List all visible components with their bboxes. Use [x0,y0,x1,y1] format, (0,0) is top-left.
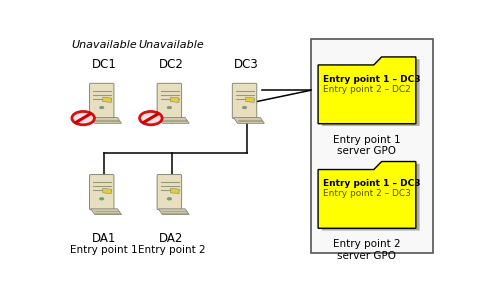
Circle shape [242,106,246,109]
Polygon shape [233,118,264,123]
Text: DA1: DA1 [91,231,116,244]
Text: DC1: DC1 [91,58,116,71]
Polygon shape [103,97,111,102]
Bar [310,39,432,253]
Polygon shape [170,188,179,194]
Text: Entry point 2 – DC3: Entry point 2 – DC3 [322,189,409,198]
Polygon shape [321,164,419,231]
FancyBboxPatch shape [90,175,114,210]
Polygon shape [245,97,254,102]
Text: Entry point 1
server GPO: Entry point 1 server GPO [333,135,400,156]
FancyBboxPatch shape [157,83,181,118]
FancyBboxPatch shape [90,83,114,118]
Circle shape [167,106,171,109]
Polygon shape [91,209,121,215]
Text: DC3: DC3 [234,58,258,71]
Text: Entry point 1 – DC3: Entry point 1 – DC3 [322,75,419,84]
Text: Entry point 2: Entry point 2 [137,245,205,255]
Polygon shape [170,97,179,102]
Polygon shape [91,118,121,123]
Text: Entry point 2 – DC2: Entry point 2 – DC2 [322,85,409,94]
Text: Entry point 1: Entry point 1 [70,245,137,255]
FancyBboxPatch shape [157,175,181,210]
Polygon shape [103,188,111,194]
Polygon shape [318,57,415,124]
Polygon shape [321,59,419,126]
Text: Entry point 1 – DC3: Entry point 1 – DC3 [322,179,419,188]
Circle shape [72,112,94,125]
Polygon shape [158,118,189,123]
Circle shape [139,112,162,125]
Text: Entry point 2
server GPO: Entry point 2 server GPO [333,239,400,261]
Text: DA2: DA2 [159,231,183,244]
Polygon shape [318,162,415,228]
Circle shape [167,197,171,200]
Polygon shape [158,209,189,215]
Circle shape [99,106,104,109]
Circle shape [99,197,104,200]
Text: DC2: DC2 [159,58,183,71]
Text: Unavailable: Unavailable [138,40,204,50]
FancyBboxPatch shape [232,83,256,118]
Text: Unavailable: Unavailable [71,40,136,50]
